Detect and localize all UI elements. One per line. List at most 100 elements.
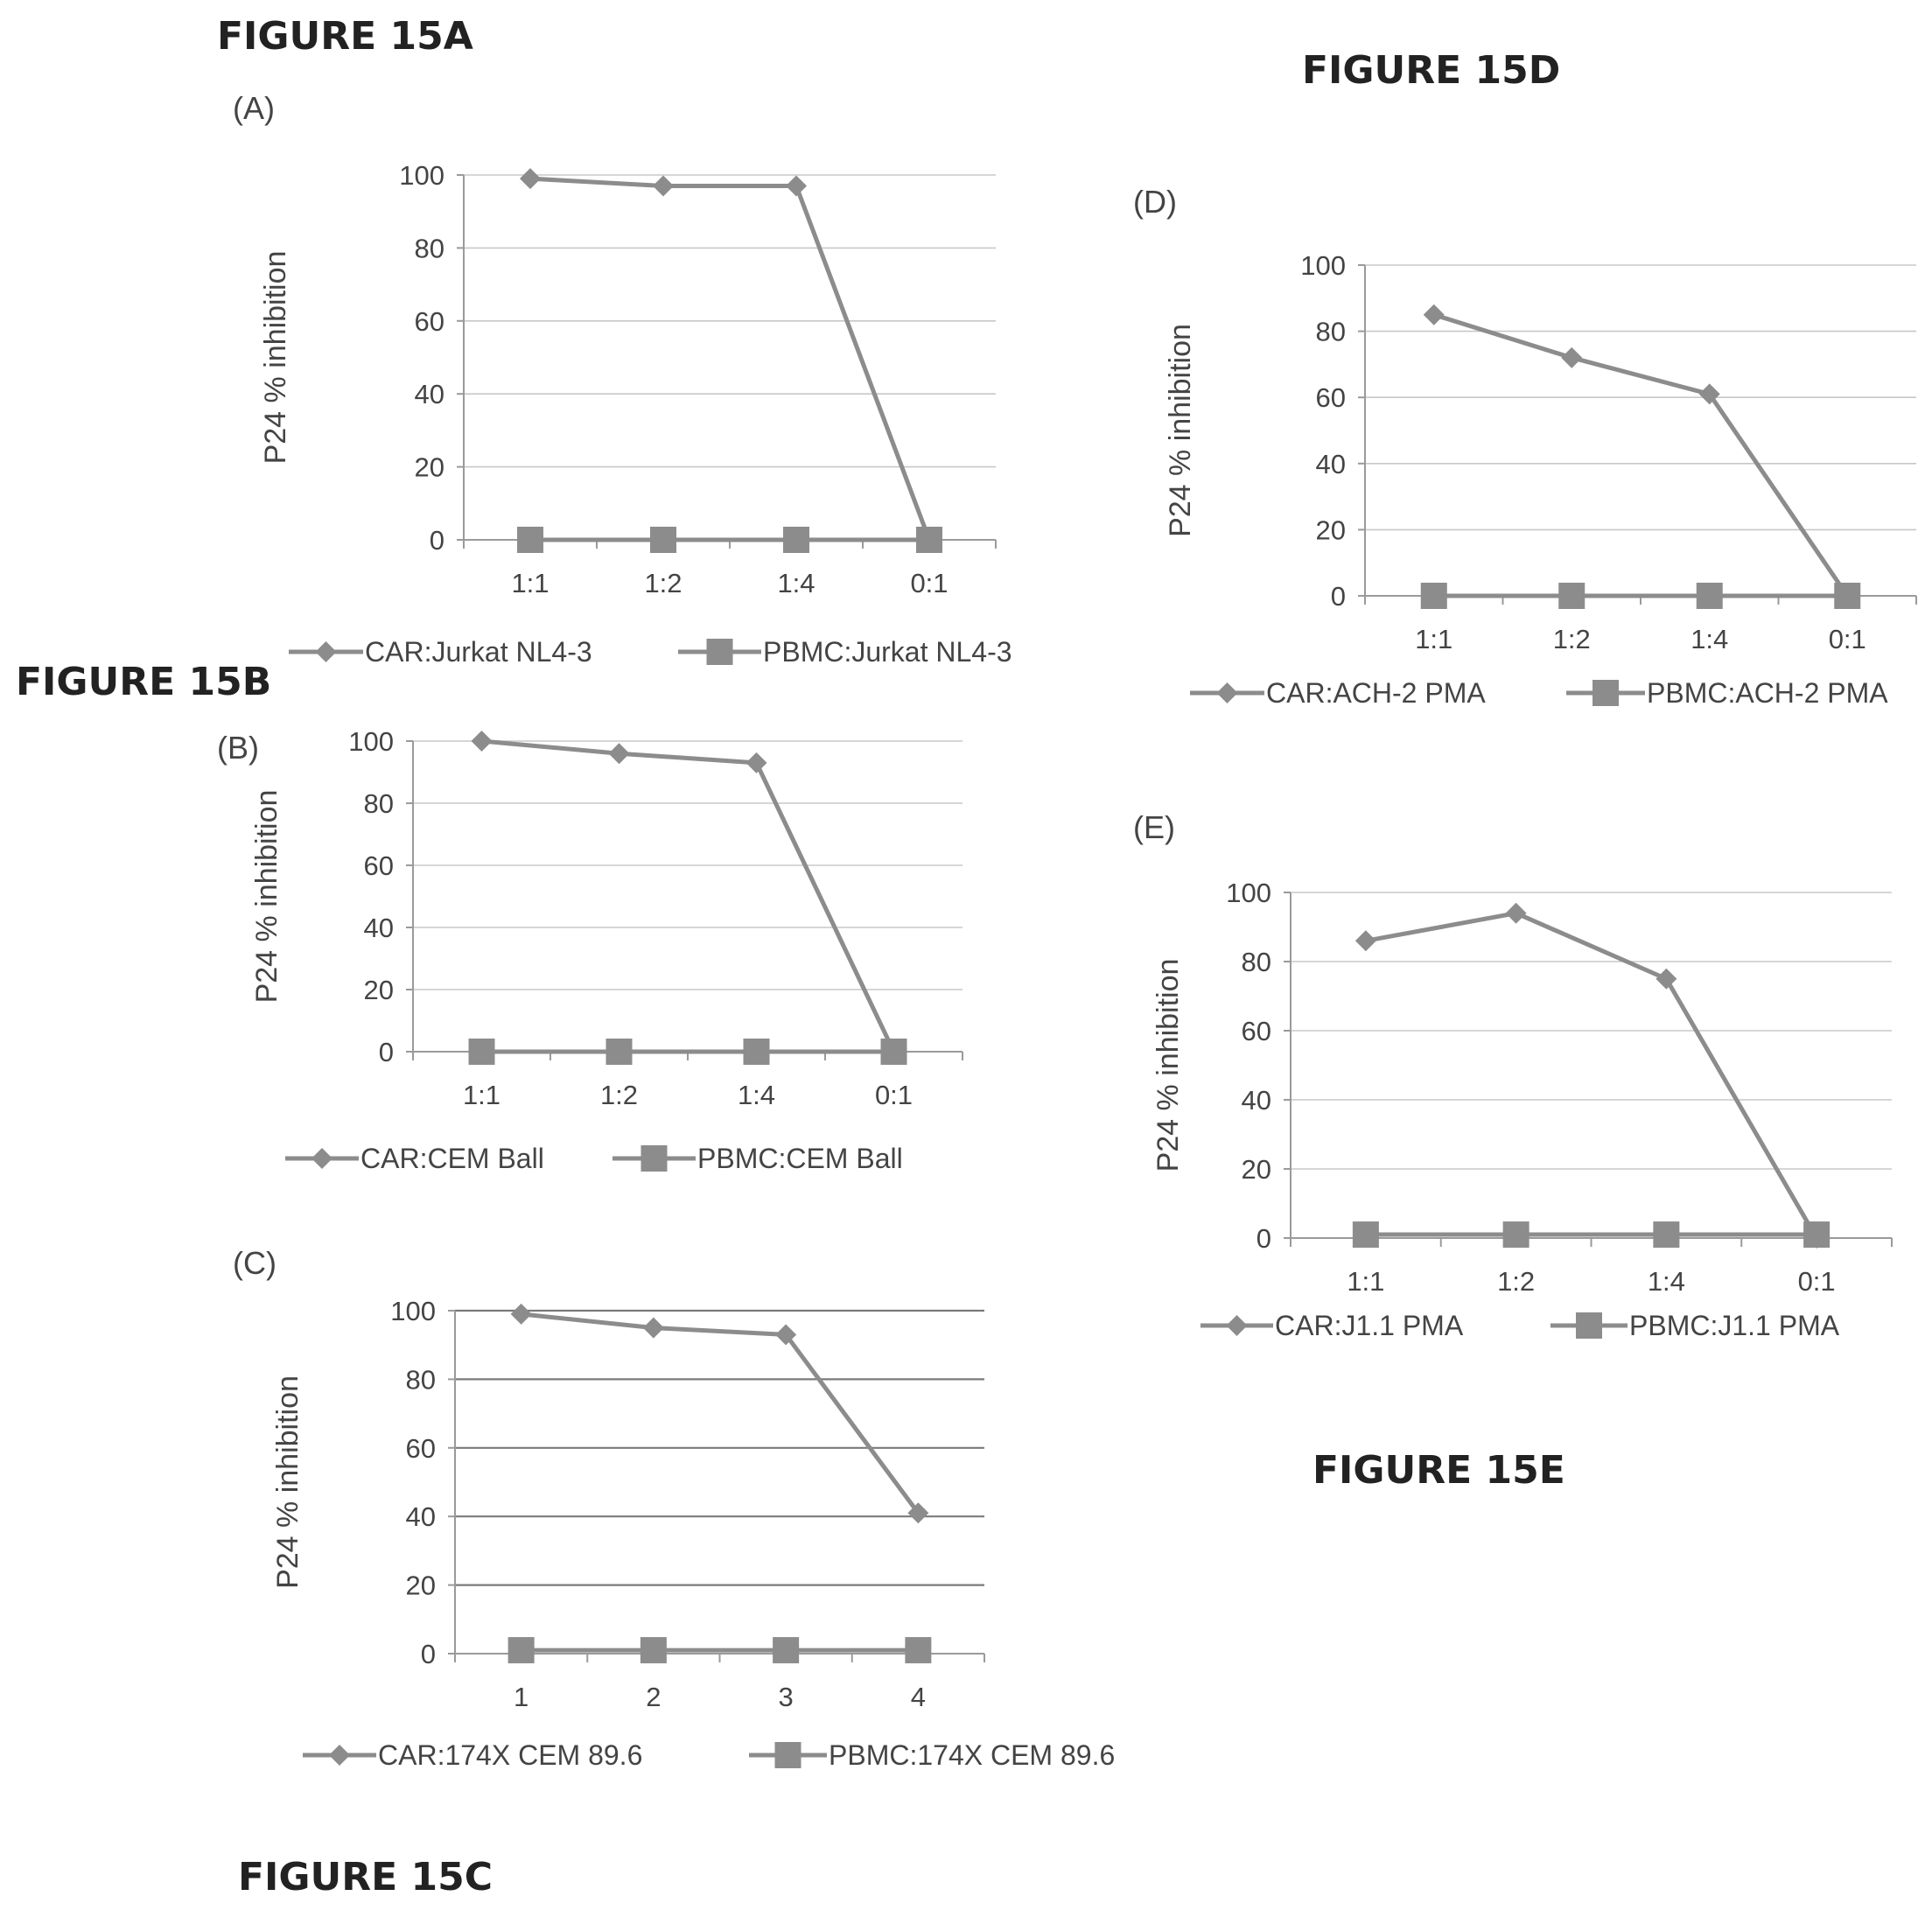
y-axis-label: P24 % inhibition: [259, 251, 292, 465]
x-tick-label: 1:1: [511, 568, 549, 598]
legend-marker-square: [706, 639, 733, 665]
y-tick-label: 0: [379, 1037, 394, 1067]
legend-label: PBMC:CEM Ball: [697, 1143, 903, 1174]
y-tick-label: 60: [415, 306, 444, 337]
x-tick-label: 0:1: [1829, 624, 1866, 654]
panel-letter: (D): [1133, 184, 1177, 220]
x-tick-label: 0:1: [1798, 1266, 1836, 1297]
data-point-square: [1558, 583, 1586, 609]
x-tick-label: 1:1: [463, 1080, 500, 1110]
data-point-diamond: [746, 752, 767, 773]
x-tick-label: 1:2: [1497, 1266, 1535, 1297]
data-point-diamond: [786, 175, 807, 197]
y-tick-label: 60: [1316, 382, 1346, 413]
x-tick-label: 1:4: [1690, 624, 1728, 654]
x-tick-label: 3: [779, 1682, 794, 1712]
y-tick-label: 40: [1242, 1085, 1271, 1116]
y-tick-label: 20: [1242, 1154, 1271, 1185]
data-point-square: [1696, 583, 1723, 609]
panel-letter: (C): [233, 1245, 276, 1281]
y-tick-label: 80: [364, 788, 394, 819]
chart-panel-b: (B) 0 20 40 60 80 100 1:1 1:2 1:4 0:1 P24 % inhibit…: [217, 726, 963, 1174]
y-tick-label: 20: [415, 452, 444, 483]
y-axis-label: P24 % inhibition: [250, 790, 284, 1004]
legend-marker-square: [1592, 680, 1619, 706]
y-tick-label: 100: [1300, 250, 1346, 281]
x-tick-label: 2: [646, 1682, 661, 1712]
series-line-diamond: [1433, 312, 1850, 598]
figure-title-15e: FIGURE 15E: [1312, 1448, 1565, 1493]
y-tick-label: 60: [364, 850, 394, 881]
y-tick-label: 60: [1242, 1016, 1271, 1046]
data-point-diamond: [907, 1502, 929, 1524]
chart-panel-d: (D) 0 20 40 60 80 100 1:1 1:2 1:4 0:1 P24 % inhibit…: [1133, 184, 1917, 709]
y-axis-label: P24 % inhibition: [1152, 959, 1185, 1172]
legend-label: PBMC:Jurkat NL4-3: [763, 636, 1012, 668]
data-point-diamond: [520, 168, 541, 190]
legend-label: CAR:174X CEM 89.6: [378, 1739, 642, 1771]
legend-marker-square: [774, 1742, 802, 1768]
legend-label: CAR:J1.1 PMA: [1275, 1310, 1464, 1341]
y-tick-label: 20: [364, 975, 394, 1005]
x-tick-label: 1:2: [600, 1080, 638, 1110]
data-point-diamond: [510, 1303, 532, 1325]
x-tick-label: 1:4: [738, 1080, 775, 1110]
legend-marker-diamond: [1226, 1315, 1248, 1336]
data-point-diamond: [1698, 383, 1720, 405]
data-point-square: [1834, 583, 1861, 609]
x-tick-label: 1:1: [1415, 624, 1452, 654]
panel-letter: (E): [1133, 809, 1175, 845]
y-tick-label: 0: [421, 1639, 436, 1669]
y-axis-label: P24 % inhibition: [1164, 324, 1197, 537]
data-point-square: [1502, 1221, 1530, 1249]
legend-label: PBMC:J1.1 PMA: [1629, 1310, 1840, 1341]
data-point-square: [773, 1637, 800, 1664]
legend-label: CAR:CEM Ball: [360, 1143, 544, 1174]
y-tick-label: 0: [1256, 1223, 1271, 1254]
data-point-diamond: [1505, 902, 1527, 924]
legend-label: CAR:Jurkat NL4-3: [365, 636, 592, 668]
data-point-square: [1653, 1221, 1680, 1249]
data-point-diamond: [775, 1324, 797, 1346]
data-point-diamond: [1354, 930, 1376, 952]
figure-title-15a: FIGURE 15A: [217, 14, 473, 59]
y-tick-label: 80: [1242, 947, 1271, 977]
figure-title-15b: FIGURE 15B: [16, 660, 271, 704]
data-point-square: [1420, 583, 1447, 609]
data-point-square: [743, 1039, 770, 1065]
x-tick-label: 1:1: [1347, 1266, 1384, 1297]
x-tick-label: 1:4: [1648, 1266, 1685, 1297]
chart-panel-a: (A) 0 20 40 60 80 100 1:1 1:2 1:4 0:1 P24 % inhibit…: [233, 90, 1012, 668]
x-tick-label: 4: [911, 1682, 926, 1712]
y-tick-label: 100: [390, 1296, 436, 1326]
data-point-square: [1352, 1221, 1379, 1249]
y-tick-label: 100: [348, 726, 394, 757]
data-point-diamond: [608, 743, 630, 765]
data-point-square: [650, 527, 676, 553]
y-axis-label: P24 % inhibition: [271, 1375, 304, 1589]
legend-marker-square: [640, 1145, 668, 1172]
data-point-square: [783, 527, 809, 553]
panel-letter: (A): [233, 90, 275, 126]
y-tick-label: 80: [1316, 317, 1346, 347]
x-tick-label: 0:1: [875, 1080, 913, 1110]
data-point-diamond: [1656, 968, 1677, 990]
y-tick-label: 80: [406, 1364, 436, 1395]
data-point-square: [517, 527, 543, 553]
data-point-square: [640, 1637, 667, 1664]
panel-letter: (B): [217, 730, 259, 766]
y-tick-label: 80: [415, 233, 444, 263]
series-line-diamond: [521, 1312, 920, 1515]
chart-panel-e: (E) 0 20 40 60 80 100 1:1 1:2 1:4 0:1 P24 % inhibit…: [1133, 809, 1893, 1341]
data-point-square: [468, 1039, 495, 1065]
data-point-diamond: [653, 175, 674, 197]
y-tick-label: 40: [406, 1501, 436, 1532]
data-point-diamond: [642, 1317, 664, 1339]
y-tick-label: 20: [1316, 514, 1346, 545]
data-point-square: [905, 1637, 932, 1664]
y-tick-label: 0: [430, 525, 444, 556]
series-line-diamond: [529, 176, 932, 541]
y-tick-label: 20: [406, 1571, 436, 1601]
data-point-diamond: [1561, 346, 1583, 368]
